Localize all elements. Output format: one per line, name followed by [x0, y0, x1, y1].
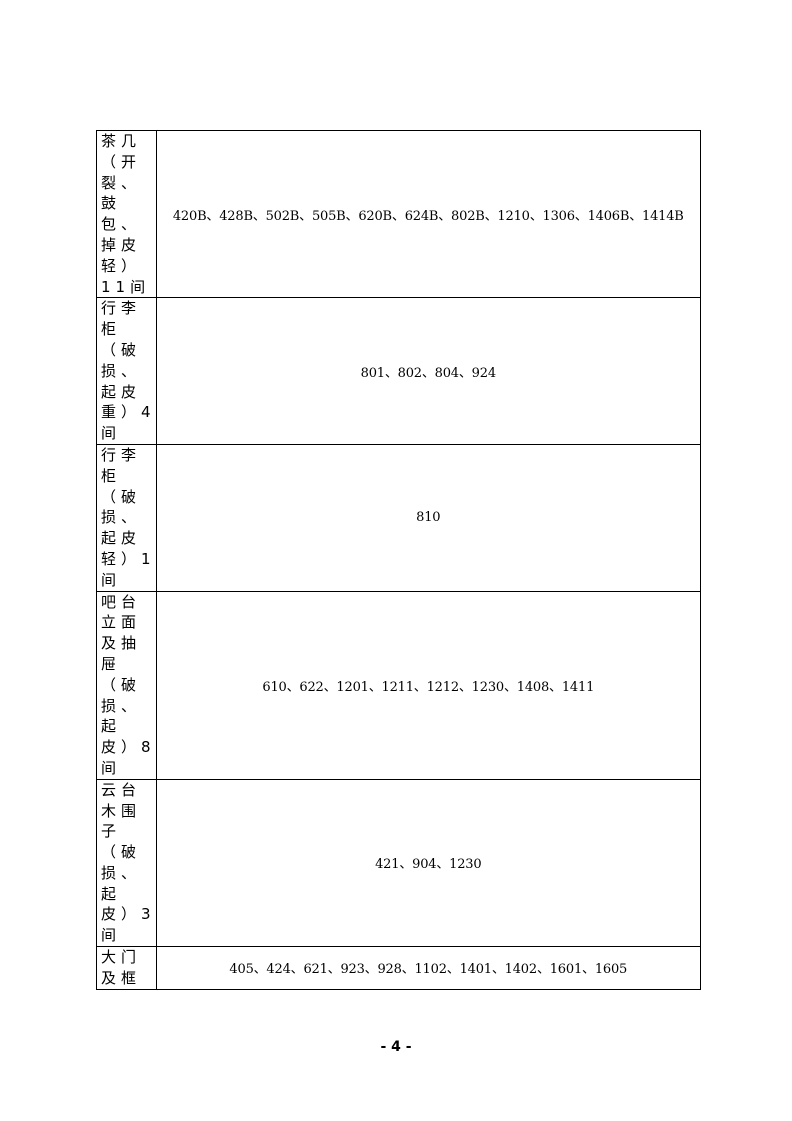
- item-label-line: 起皮: [101, 382, 142, 401]
- item-label-line: 包、: [101, 215, 142, 234]
- room-numbers-cell: 420B、428B、502B、505B、620B、624B、802B、1210、…: [155, 129, 702, 299]
- item-label-line: 11间: [101, 277, 151, 296]
- table-row: 云台木围子 （破 损、起皮）3 间 421、904、1230: [96, 778, 702, 948]
- item-label-line: 吧台: [101, 592, 142, 611]
- item-label-line: 损、: [101, 863, 142, 882]
- room-numbers-cell: 810: [155, 443, 702, 592]
- item-label-line: 茶几: [101, 132, 142, 150]
- item-label-line: 重）4: [101, 403, 156, 422]
- item-label-line: 及框: [101, 968, 142, 987]
- item-label-line: 间: [101, 424, 122, 443]
- item-label-line: 间: [101, 758, 122, 777]
- table-row: 大门 及框 405、424、621、923、928、1102、1401、1402、1…: [96, 946, 702, 990]
- item-label-line: 立面: [101, 613, 142, 632]
- table-row: 行李柜 （破损、起皮 轻）1 间 810: [96, 443, 702, 592]
- item-label-line: 行李: [101, 445, 142, 464]
- damage-table: 茶几 （开裂、鼓包、 掉皮轻） 11间 420B、428B、502B、505B、620B…: [96, 129, 702, 990]
- item-label-cell: 云台木围子 （破 损、起皮）3 间: [96, 778, 157, 948]
- item-label-line: 皮）3: [101, 905, 156, 924]
- item-label-line: （破: [101, 675, 142, 694]
- item-label-line: 行李: [101, 299, 142, 318]
- item-label-line: 及抽: [101, 634, 142, 653]
- item-label-line: 损、: [101, 508, 142, 527]
- item-label-line: 子: [101, 822, 122, 841]
- item-label-line: 起皮: [101, 529, 142, 548]
- room-numbers-cell: 801、802、804、924: [155, 297, 702, 445]
- item-label-line: 柜: [101, 466, 122, 485]
- room-numbers-cell: 405、424、621、923、928、1102、1401、1402、1601、…: [155, 946, 702, 990]
- item-label-line: （破: [101, 843, 142, 862]
- item-label-line: 轻）1: [101, 549, 156, 568]
- item-label-line: 木围: [101, 801, 142, 820]
- item-label-line: 间: [101, 926, 122, 945]
- item-label-line: 间: [101, 570, 122, 589]
- item-label-line: 鼓: [101, 194, 122, 213]
- item-label-cell: 行李柜 （破损、起皮 轻）1 间: [96, 443, 157, 592]
- item-label-line: 损、: [101, 696, 142, 715]
- item-label-line: 起: [101, 717, 122, 736]
- item-label-line: 屉: [101, 654, 122, 673]
- item-label-line: 大门: [101, 948, 142, 967]
- item-label-line: 损、: [101, 361, 142, 380]
- item-label-cell: 茶几 （开裂、鼓包、 掉皮轻） 11间: [96, 129, 157, 299]
- item-label-line: 裂、: [101, 173, 142, 192]
- item-label-line: 皮）8: [101, 738, 156, 757]
- item-label-cell: 吧台立面及抽屉 （破损、起皮）8 间: [96, 590, 157, 780]
- room-numbers-cell: 421、904、1230: [155, 778, 702, 948]
- item-label-line: 云台: [101, 780, 142, 799]
- item-label-line: 起: [101, 884, 122, 903]
- item-label-line: （破: [101, 340, 142, 359]
- item-label-line: （破: [101, 487, 142, 506]
- table-row: 吧台立面及抽屉 （破损、起皮）8 间 610、622、1201、1211、1212、1…: [96, 590, 702, 780]
- item-label-line: 柜: [101, 320, 122, 339]
- page-number: - 4 -: [380, 1039, 412, 1055]
- item-label-cell: 大门 及框: [96, 946, 157, 990]
- table-row: 茶几 （开裂、鼓包、 掉皮轻） 11间 420B、428B、502B、505B、620B…: [96, 129, 702, 299]
- room-numbers-cell: 610、622、1201、1211、1212、1230、1408、1411: [155, 590, 702, 780]
- table-row: 行李柜（破损、起皮重）4 间 801、802、804、924: [96, 297, 702, 445]
- item-label-cell: 行李柜（破损、起皮重）4 间: [96, 297, 157, 445]
- item-label-line: 掉皮: [101, 235, 142, 254]
- item-label-line: 轻）: [101, 256, 142, 275]
- item-label-line: （开: [101, 152, 142, 171]
